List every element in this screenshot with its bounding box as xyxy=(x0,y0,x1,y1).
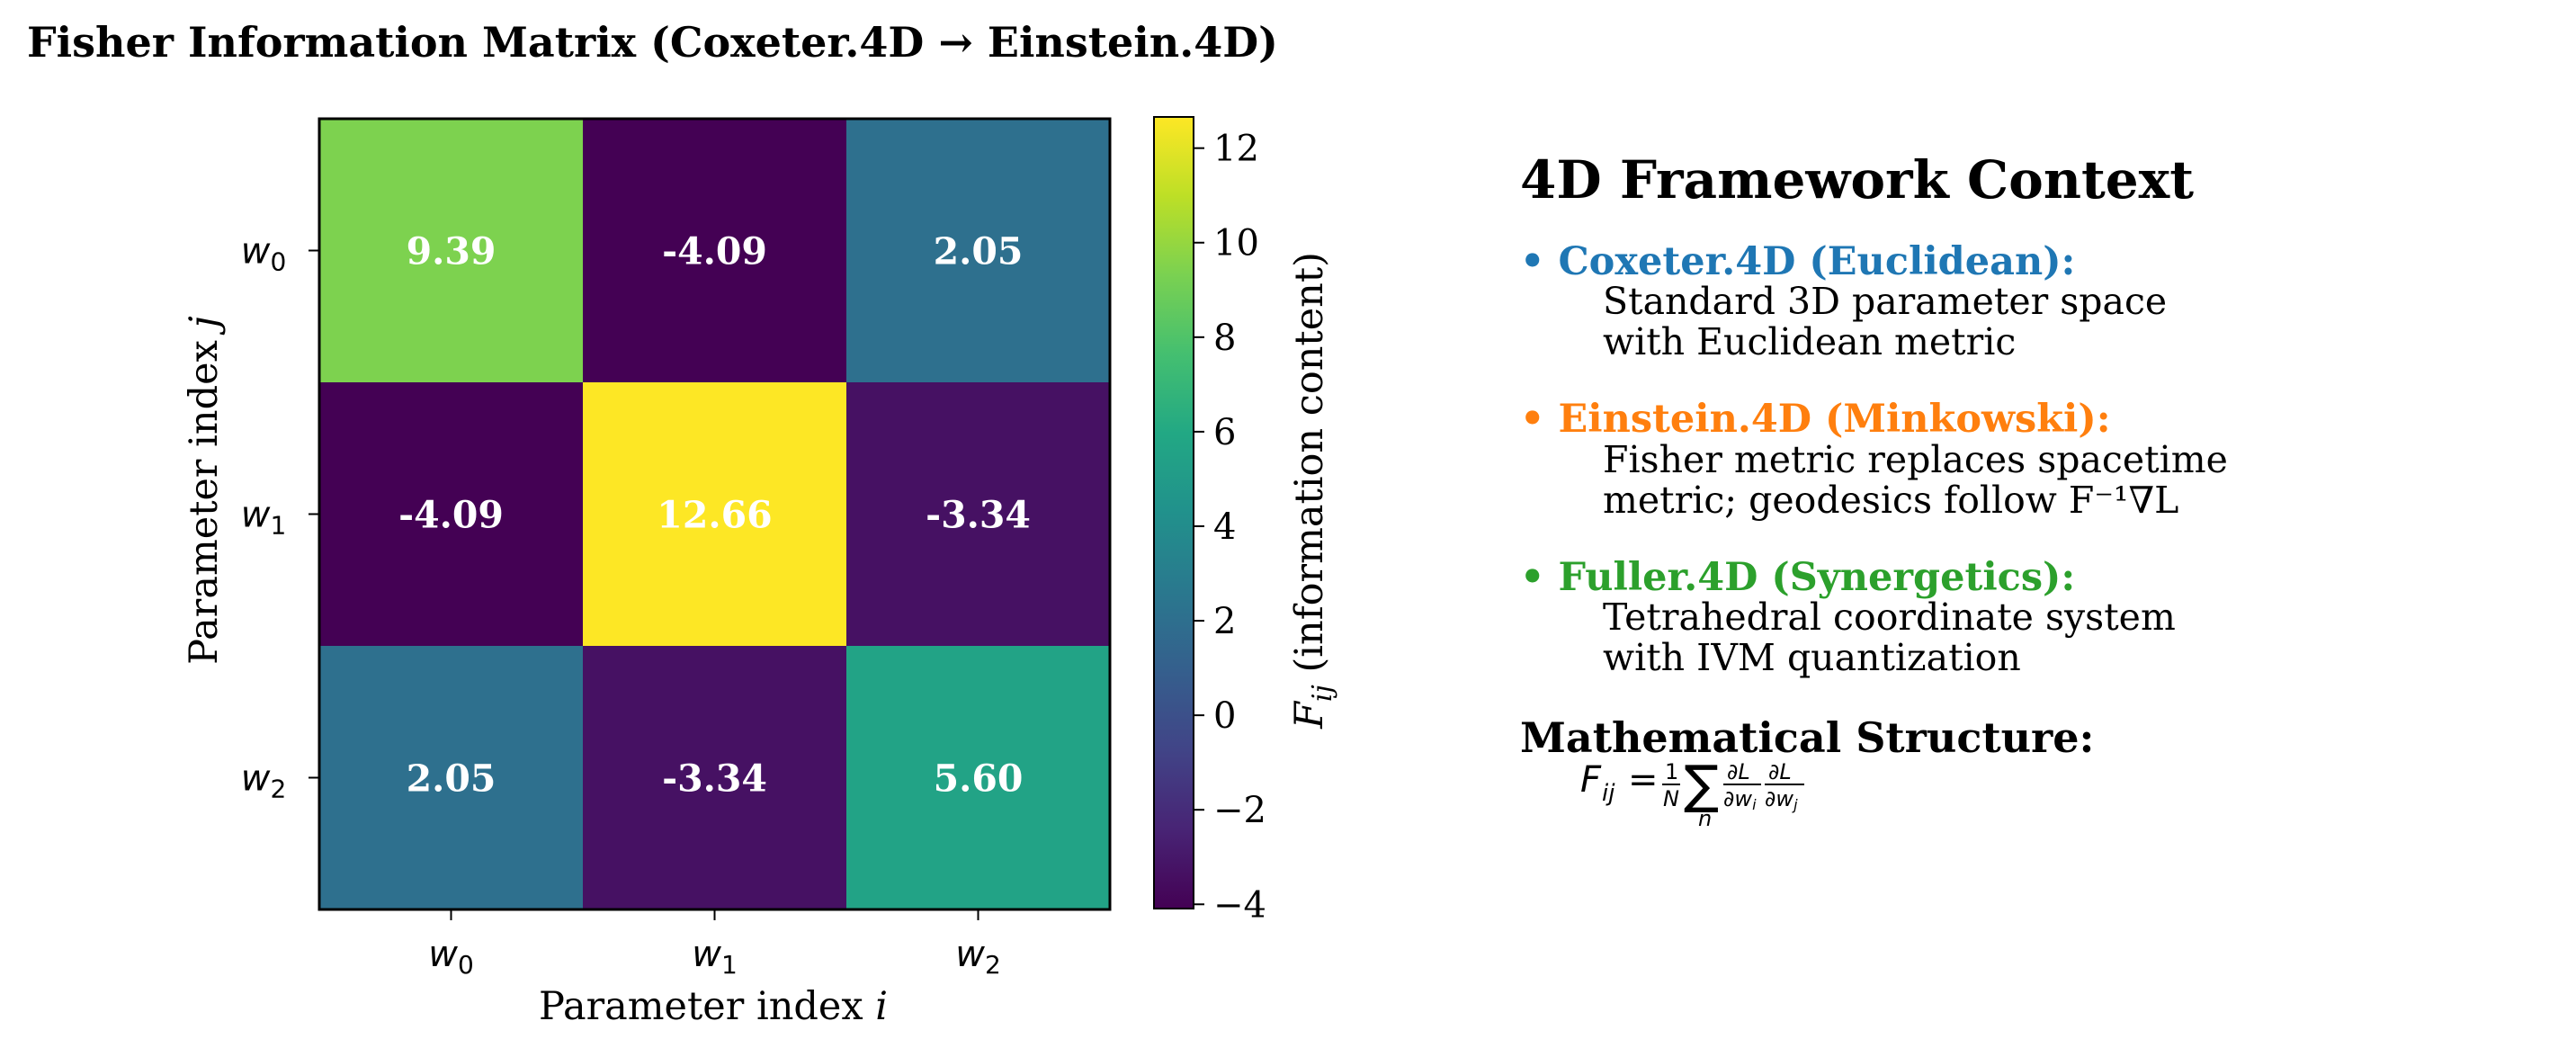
cell-label-1-0: -4.09 xyxy=(398,494,504,537)
cell-label-2-2: 5.60 xyxy=(934,757,1024,801)
svg-text:∂L: ∂L xyxy=(1768,759,1792,784)
x-tick-label-1: w1 xyxy=(692,934,738,980)
math-formula: F ij = 1 N ∑ n ∂L ∂wi ∂L ∂wj xyxy=(1580,754,1804,831)
heatmap: 9.39 -4.09 2.05 -4.09 12.66 -3.34 2.05 -3.34 5.6… xyxy=(241,117,1112,980)
svg-text:ij: ij xyxy=(1602,780,1615,807)
cell-label-1-1: 12.66 xyxy=(657,494,772,537)
heatmap-cell-0-0 xyxy=(319,119,583,382)
x-tick-label-0: w0 xyxy=(428,934,474,980)
y-axis-label: Parameter index j xyxy=(182,316,227,665)
colorbar-ticks: −4 −2 0 2 4 6 8 10 12 xyxy=(1194,129,1266,926)
heatmap-cell-2-2 xyxy=(846,646,1110,909)
y-tick-label-2: w2 xyxy=(241,758,287,804)
svg-text:n: n xyxy=(1698,806,1712,831)
heatmap-cell-0-2 xyxy=(846,119,1110,382)
heatmap-cell-1-1 xyxy=(583,382,846,646)
x-axis-label: Parameter index i xyxy=(539,984,888,1029)
y-tick-label-1: w1 xyxy=(241,495,287,541)
heatmap-cell-0-1 xyxy=(583,119,846,382)
svg-text:F: F xyxy=(1580,759,1602,801)
colorbar-tick-label-2: 0 xyxy=(1213,695,1236,737)
cell-label-0-0: 9.39 xyxy=(407,230,496,273)
colorbar-label: Fij (information content) xyxy=(1287,252,1338,730)
y-tick-label-0: w0 xyxy=(241,231,287,277)
colorbar-tick-label-5: 6 xyxy=(1213,412,1236,453)
heatmap-cell-2-0 xyxy=(319,646,583,909)
x-tick-label-2: w2 xyxy=(955,934,1001,980)
svg-text:∂wj: ∂wj xyxy=(1765,786,1798,813)
svg-text:N: N xyxy=(1663,786,1679,811)
colorbar xyxy=(1153,116,1194,909)
svg-text:=: = xyxy=(1628,759,1659,801)
heatmap-cell-1-0 xyxy=(319,382,583,646)
colorbar-tick-label-1: −2 xyxy=(1213,790,1266,831)
colorbar-tick-label-4: 4 xyxy=(1213,506,1236,548)
cell-label-2-0: 2.05 xyxy=(407,757,496,801)
svg-text:∂L: ∂L xyxy=(1727,759,1750,784)
colorbar-tick-label-0: −4 xyxy=(1213,884,1266,926)
cell-label-1-2: -3.34 xyxy=(926,494,1031,537)
colorbar-tick-label-3: 2 xyxy=(1213,601,1236,642)
svg-text:∂wi: ∂wi xyxy=(1723,786,1757,813)
svg-text:1: 1 xyxy=(1665,759,1678,784)
svg-text:∑: ∑ xyxy=(1684,754,1719,815)
colorbar-tick-label-7: 10 xyxy=(1213,223,1259,264)
heatmap-cell-1-2 xyxy=(846,382,1110,646)
cell-label-0-1: -4.09 xyxy=(662,230,767,273)
heatmap-cell-2-1 xyxy=(583,646,846,909)
figure-title: Fisher Information Matrix (Coxeter.4D → … xyxy=(27,18,1278,67)
colorbar-tick-label-6: 8 xyxy=(1213,318,1236,359)
cell-label-2-1: -3.34 xyxy=(662,757,767,801)
colorbar-tick-label-8: 12 xyxy=(1213,129,1259,170)
cell-label-0-2: 2.05 xyxy=(934,230,1024,273)
